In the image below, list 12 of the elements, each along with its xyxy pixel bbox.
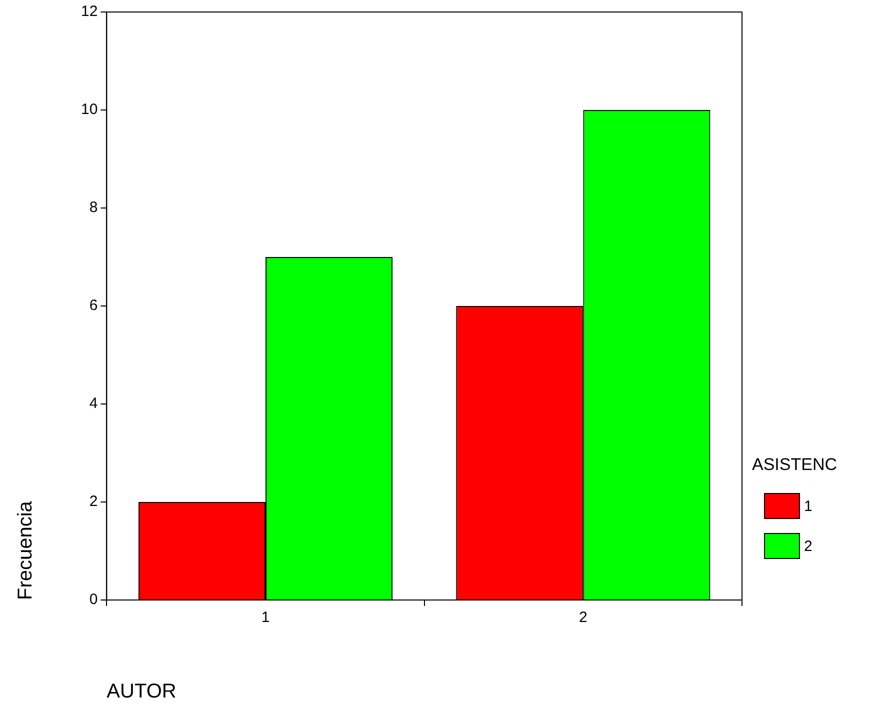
y-axis-title: Frecuencia — [14, 500, 37, 600]
y-tick-label: 0 — [89, 591, 98, 608]
y-tick-label: 12 — [80, 3, 98, 20]
x-axis-title: AUTOR — [106, 680, 176, 703]
legend-title: ASISTENC — [752, 455, 838, 475]
legend-label: 1 — [804, 498, 812, 514]
y-tick-label: 6 — [89, 297, 98, 314]
y-tick-label: 10 — [80, 101, 98, 118]
y-tick-label: 8 — [89, 199, 98, 216]
y-tick-label: 2 — [89, 493, 98, 510]
y-tick-label: 4 — [89, 395, 98, 412]
legend-label: 2 — [804, 538, 812, 554]
